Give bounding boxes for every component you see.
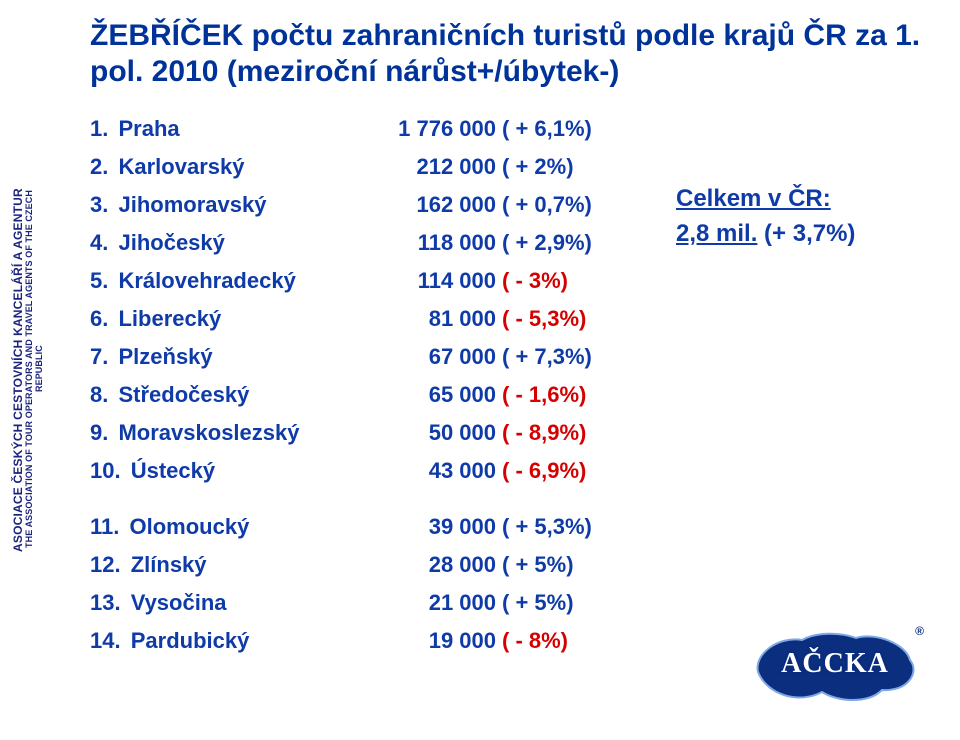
region-name: Jihočeský: [118, 230, 224, 256]
value: 21 000: [376, 590, 496, 616]
region-name: Praha: [118, 116, 179, 142]
rank: 4.: [90, 230, 108, 256]
ranking-table: 1. Praha1 776 000( + 6,1%)2. Karlovarský…: [90, 116, 642, 654]
value: 39 000: [376, 514, 496, 540]
table-row: 12. Zlínský: [90, 552, 370, 578]
change: ( + 7,3%): [502, 344, 642, 370]
summary-change: (+ 3,7%): [764, 220, 855, 247]
table-row: 11. Olomoucký: [90, 514, 370, 540]
change: ( + 5%): [502, 552, 642, 578]
region-name: Plzeňský: [118, 344, 212, 370]
region-name: Liberecký: [118, 306, 221, 332]
region-name: Zlínský: [131, 552, 207, 578]
summary-block: Celkem v ČR: 2,8 mil. (+ 3,7%): [676, 182, 855, 654]
change: ( + 6,1%): [502, 116, 642, 142]
region-name: Moravskoslezský: [118, 420, 299, 446]
change: ( - 8%): [502, 628, 642, 654]
region-name: Vysočina: [131, 590, 227, 616]
change: ( - 8,9%): [502, 420, 642, 446]
value: 43 000: [376, 458, 496, 484]
rank: 10.: [90, 458, 121, 484]
rank: 8.: [90, 382, 108, 408]
value: 162 000: [376, 192, 496, 218]
table-row: 5. Královehradecký: [90, 268, 370, 294]
logo-text: AČCKA: [750, 648, 920, 680]
table-row: 4. Jihočeský: [90, 230, 370, 256]
table-row: 7. Plzeňský: [90, 344, 370, 370]
group-gap: [502, 496, 642, 502]
region-name: Pardubický: [131, 628, 250, 654]
table-row: 13. Vysočina: [90, 590, 370, 616]
value: 19 000: [376, 628, 496, 654]
value: 81 000: [376, 306, 496, 332]
change: ( + 5%): [502, 590, 642, 616]
value: 212 000: [376, 154, 496, 180]
value: 28 000: [376, 552, 496, 578]
change: ( + 2%): [502, 154, 642, 180]
value: 1 776 000: [376, 116, 496, 142]
region-name: Královehradecký: [118, 268, 295, 294]
region-name: Karlovarský: [118, 154, 244, 180]
rank: 3.: [90, 192, 108, 218]
rank: 7.: [90, 344, 108, 370]
group-gap: [376, 496, 496, 502]
table-row: 9. Moravskoslezský: [90, 420, 370, 446]
rank: 12.: [90, 552, 121, 578]
value: 67 000: [376, 344, 496, 370]
rank: 11.: [90, 514, 119, 540]
rank: 13.: [90, 590, 121, 616]
table-row: 1. Praha: [90, 116, 370, 142]
summary-value: 2,8 mil.: [676, 220, 757, 247]
rank: 9.: [90, 420, 108, 446]
change: ( - 1,6%): [502, 382, 642, 408]
value: 65 000: [376, 382, 496, 408]
rank: 1.: [90, 116, 108, 142]
value: 114 000: [376, 268, 496, 294]
change: ( - 3%): [502, 268, 642, 294]
rank: 14.: [90, 628, 121, 654]
rank: 6.: [90, 306, 108, 332]
sidebar-vertical-text: ASOCIACE ČESKÝCH CESTOVNÍCH KANCELÁŘÍ A …: [12, 185, 45, 555]
table-row: 2. Karlovarský: [90, 154, 370, 180]
accka-logo: AČCKA ®: [750, 626, 920, 706]
table-row: 14. Pardubický: [90, 628, 370, 654]
logo-registered: ®: [915, 624, 924, 638]
region-name: Ústecký: [131, 458, 215, 484]
table-row: 6. Liberecký: [90, 306, 370, 332]
region-name: Středočeský: [118, 382, 249, 408]
table-row: 10. Ústecký: [90, 458, 370, 484]
region-name: Jihomoravský: [118, 192, 266, 218]
table-row: 3. Jihomoravský: [90, 192, 370, 218]
summary-label: Celkem v ČR:: [676, 185, 831, 212]
value: 50 000: [376, 420, 496, 446]
change: ( - 6,9%): [502, 458, 642, 484]
value: 118 000: [376, 230, 496, 256]
group-gap: [90, 496, 370, 502]
change: ( - 5,3%): [502, 306, 642, 332]
change: ( + 5,3%): [502, 514, 642, 540]
sidebar-line2: THE ASSOCIATION OF TOUR OPERATORS AND TR…: [25, 185, 45, 553]
slide-title: ŽEBŘÍČEK počtu zahraničních turistů podl…: [90, 18, 930, 90]
rank: 2.: [90, 154, 108, 180]
region-name: Olomoucký: [130, 514, 250, 540]
change: ( + 2,9%): [502, 230, 642, 256]
rank: 5.: [90, 268, 108, 294]
change: ( + 0,7%): [502, 192, 642, 218]
table-row: 8. Středočeský: [90, 382, 370, 408]
